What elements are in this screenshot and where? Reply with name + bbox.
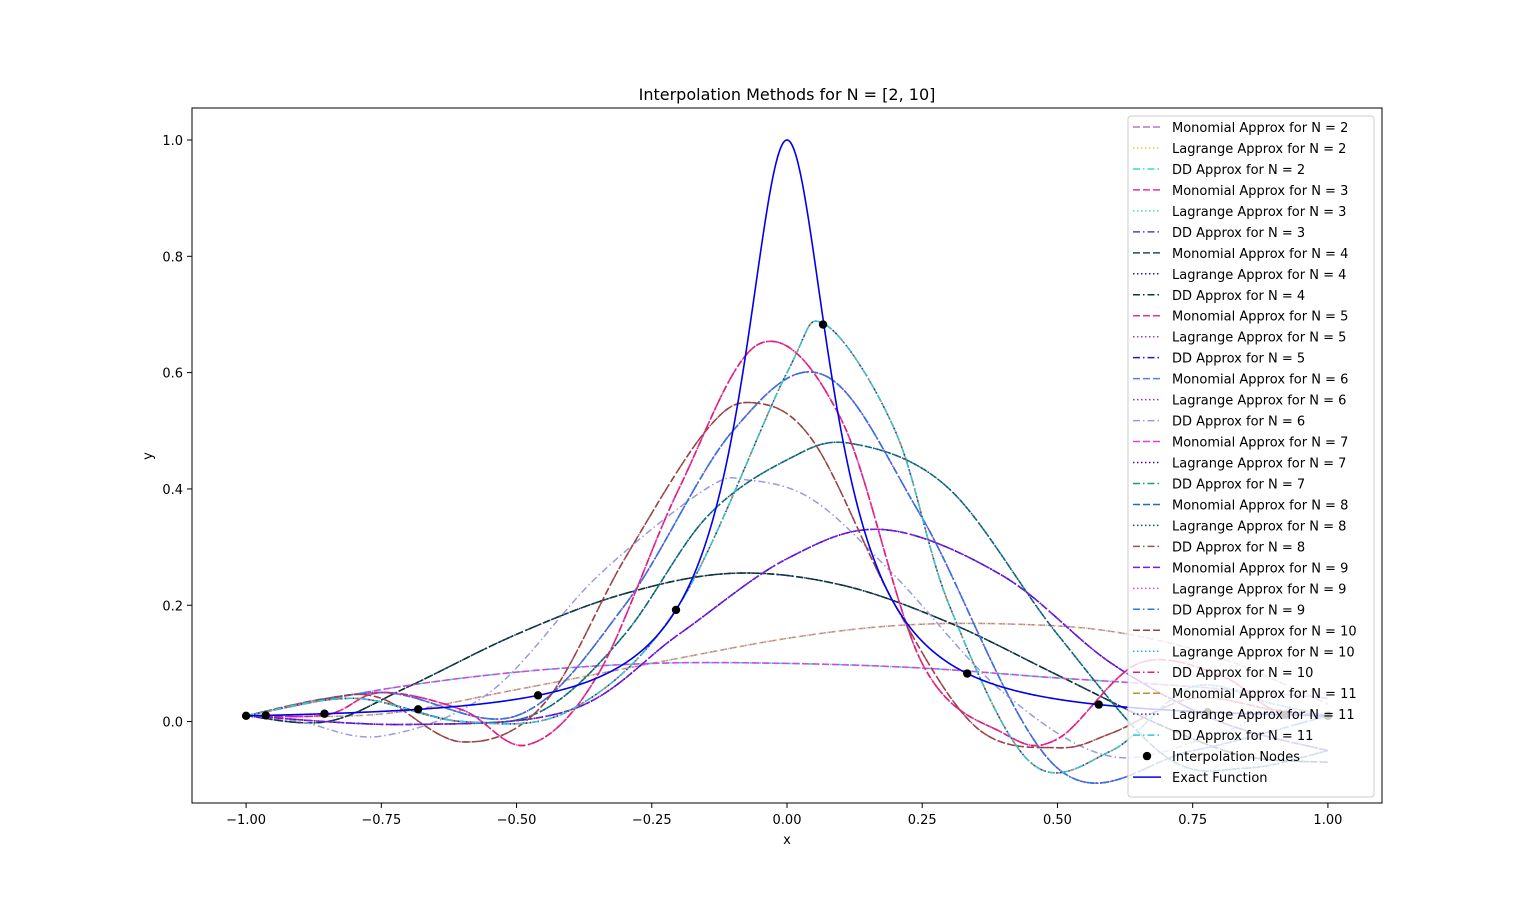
y-tick-label: 0.0 [162, 716, 183, 731]
x-tick-label: −0.50 [497, 813, 537, 828]
legend-label: Monomial Approx for N = 6 [1172, 373, 1348, 388]
interpolation-node [241, 711, 251, 721]
interpolation-node [320, 709, 329, 718]
x-axis-ticks: −1.00 −0.75 −0.50 −0.25 0.00 0.25 0.50 0.75 1.00 [226, 803, 1342, 828]
legend-label: DD Approx for N = 7 [1172, 477, 1305, 492]
interpolation-node [533, 691, 543, 700]
legend-label: DD Approx for N = 10 [1172, 666, 1313, 681]
legend-label: Lagrange Approx for N = 10 [1172, 645, 1355, 660]
legend-label: DD Approx for N = 5 [1172, 352, 1305, 367]
legend-label: Interpolation Nodes [1172, 750, 1300, 765]
legend-label: Monomial Approx for N = 2 [1172, 121, 1348, 136]
legend-label: Monomial Approx for N = 4 [1172, 247, 1348, 262]
legend-label: Monomial Approx for N = 10 [1172, 624, 1357, 639]
legend-label: Lagrange Approx for N = 3 [1172, 205, 1346, 220]
interpolation-node [1094, 700, 1103, 709]
series-line-dd-n9 [245, 371, 1329, 784]
y-tick-label: 0.6 [162, 367, 183, 382]
series-line-lagrange-n2 [246, 622, 1329, 718]
legend-label: Lagrange Approx for N = 4 [1172, 268, 1346, 283]
interpolation-node [261, 711, 270, 720]
x-tick-label: 0.50 [1043, 813, 1072, 828]
legend: Monomial Approx for N = 2 Lagrange Approx… [1127, 115, 1375, 798]
interpolation-node [671, 605, 681, 615]
legend-label: DD Approx for N = 11 [1172, 729, 1313, 744]
y-tick-label: 1.0 [162, 134, 183, 149]
legend-label: Lagrange Approx for N = 6 [1172, 394, 1346, 409]
legend-label: Monomial Approx for N = 8 [1172, 498, 1348, 513]
legend-label: Monomial Approx for N = 11 [1172, 687, 1357, 702]
legend-label: Monomial Approx for N = 7 [1172, 436, 1348, 451]
legend-label: DD Approx for N = 9 [1172, 603, 1305, 618]
y-axis-ticks: 0.0 0.2 0.4 0.6 0.8 1.0 [162, 134, 192, 731]
interpolation-node [413, 705, 423, 714]
interpolation-node [818, 320, 828, 329]
legend-marker [1142, 751, 1152, 761]
plot-frame [191, 107, 1383, 804]
y-tick-label: 0.4 [162, 483, 183, 498]
x-axis-label: x [783, 833, 791, 848]
legend-label: DD Approx for N = 8 [1172, 540, 1305, 555]
legend-label: DD Approx for N = 4 [1172, 289, 1305, 304]
legend-label: Lagrange Approx for N = 7 [1172, 457, 1346, 472]
x-tick-label: 0.25 [908, 813, 937, 828]
legend-label: Lagrange Approx for N = 5 [1172, 331, 1346, 346]
legend-label: Monomial Approx for N = 9 [1172, 561, 1348, 576]
legend-label: Lagrange Approx for N = 9 [1172, 582, 1346, 597]
x-tick-label: 1.00 [1313, 813, 1342, 828]
x-tick-label: 0.00 [773, 813, 802, 828]
x-tick-label: −0.75 [361, 813, 401, 828]
x-tick-label: −0.25 [632, 813, 672, 828]
legend-label: Lagrange Approx for N = 11 [1172, 708, 1355, 723]
legend-label: DD Approx for N = 3 [1172, 226, 1305, 241]
y-axis-label: y [141, 452, 156, 460]
y-tick-label: 0.2 [162, 599, 183, 614]
y-tick-label: 0.8 [162, 250, 183, 265]
series-line-dd-n4 [246, 572, 1328, 764]
legend-box [1127, 115, 1375, 798]
legend-label: Monomial Approx for N = 5 [1172, 310, 1348, 325]
legend-label: DD Approx for N = 6 [1172, 415, 1305, 430]
interpolation-node [963, 669, 972, 678]
x-tick-label: −1.00 [226, 813, 266, 828]
chart-title: Interpolation Methods for N = [2, 10] [639, 85, 936, 104]
legend-label: Exact Function [1172, 771, 1268, 786]
x-tick-label: 0.75 [1178, 813, 1207, 828]
legend-label: Monomial Approx for N = 3 [1172, 184, 1348, 199]
legend-label: Lagrange Approx for N = 8 [1172, 519, 1346, 534]
legend-label: DD Approx for N = 2 [1172, 163, 1305, 178]
legend-label: Lagrange Approx for N = 2 [1172, 142, 1346, 157]
series-line-monomial-n7 [245, 661, 1328, 717]
